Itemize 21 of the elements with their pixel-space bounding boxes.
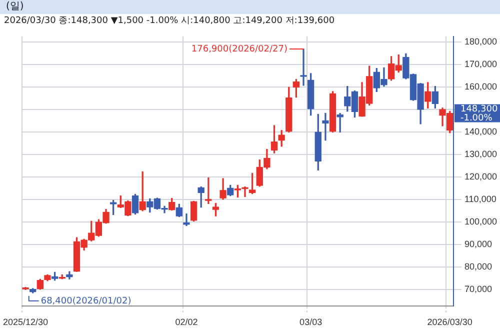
y-tick-label: 90,000 bbox=[464, 238, 492, 249]
y-tick-label: 140,000 bbox=[464, 126, 498, 136]
y-tick-label: 70,000 bbox=[464, 284, 492, 294]
y-tick-label: 170,000 bbox=[464, 58, 498, 69]
y-tick-label: 130,000 bbox=[464, 148, 498, 159]
y-tick-label: 120,000 bbox=[464, 171, 498, 182]
x-tick-label: 03/03 bbox=[300, 317, 322, 328]
x-tick-label: 2025/12/30 bbox=[3, 317, 48, 328]
y-tick-label: 100,000 bbox=[464, 216, 498, 226]
chart-title: (일) bbox=[0, 0, 500, 14]
y-tick-label: 110,000 bbox=[464, 194, 496, 204]
chart-subtitle: 2026/03/30 종:148,300 ▼1,500 -1.00% 시:140,800 고:149,200 저:139,600 bbox=[3, 15, 336, 28]
x-tick-label: 2026/03/30 bbox=[427, 317, 472, 328]
y-tick-label: 160,000 bbox=[464, 81, 498, 92]
text: 148,300 -1.00% bbox=[460, 104, 498, 124]
annotation: 68,400(2026/01/02) bbox=[40, 296, 132, 306]
y-tick-label: 80,000 bbox=[464, 261, 492, 272]
x-tick-label: 02/02 bbox=[175, 317, 198, 328]
y-tick-label: 180,000 bbox=[464, 36, 498, 47]
annotation: 176,900(2026/02/27) bbox=[191, 44, 288, 54]
candlestick bbox=[300, 48, 307, 86]
